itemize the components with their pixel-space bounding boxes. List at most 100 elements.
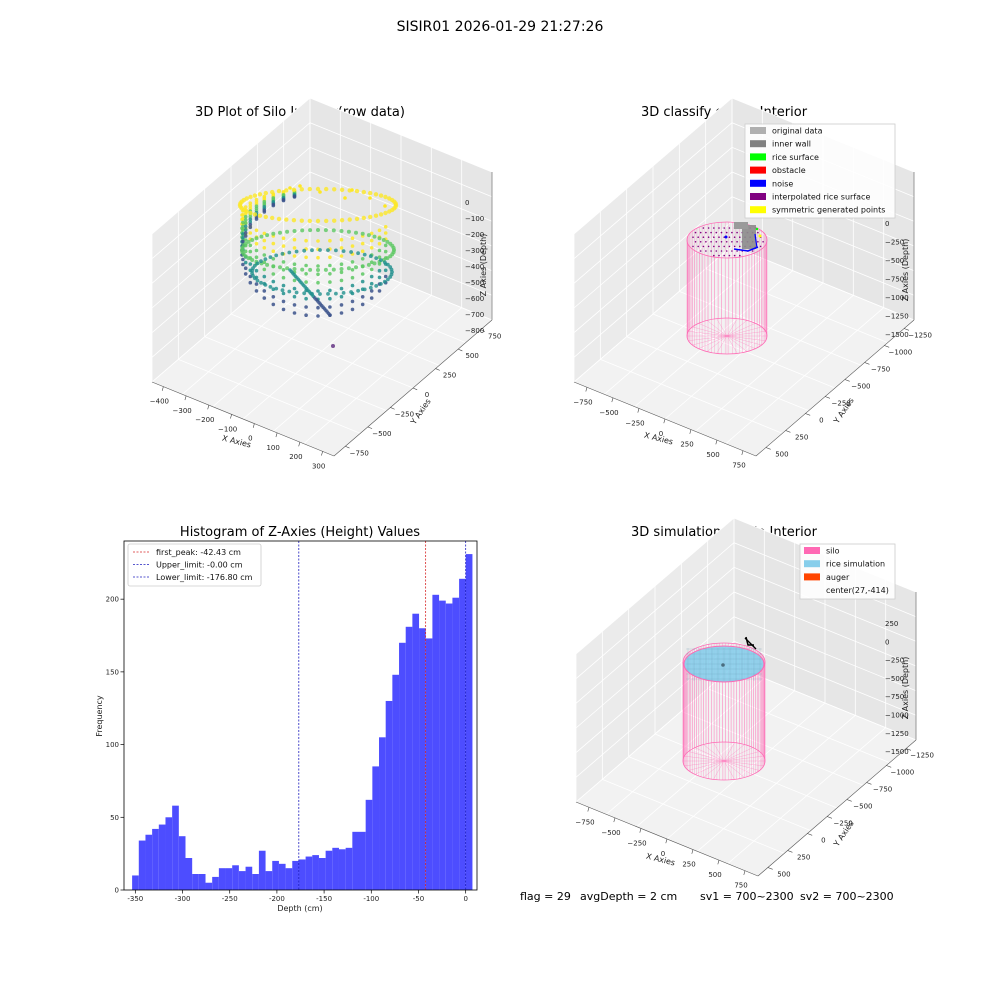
legend-label: rice simulation [826,560,885,569]
raw-point [292,195,297,199]
y-tick-label: 150 [106,668,119,676]
histogram-bar [338,849,346,890]
raw-point [339,246,344,250]
interpolated-rice-point [702,245,705,248]
x-tick-label: -150 [316,895,332,903]
raw-point [369,296,374,300]
raw-point [304,296,308,301]
simulation-y-tick-label: −1250 [910,752,934,760]
raw-z-tick-label: −500 [465,279,484,287]
interpolated-rice-point [725,241,728,243]
raw-point [248,206,253,211]
interpolated-rice-point [757,241,759,243]
raw-y-tick-label: 750 [488,333,501,341]
raw-x-tick-mark [161,386,164,391]
raw-point [379,258,383,262]
raw-point [360,264,365,269]
raw-point [292,254,297,258]
raw-point [262,267,267,272]
interpolated-rice-point [733,254,736,257]
raw-point [254,255,259,259]
center-marker [721,663,725,667]
simulation-x-tick-mark [691,849,694,854]
histogram-x-ticks: -350 -300 -250 -200 -150 -100 -50 0 [127,890,468,903]
legend-swatch [804,560,820,568]
silo-bottom-spoke [713,742,725,762]
raw-point [383,194,388,200]
raw-x-tick-mark [321,451,323,456]
raw-point [288,186,292,190]
classify-x-tick-label: 250 [680,441,693,449]
interpolated-rice-point [733,236,736,238]
figure-title: SISIR01 2026-01-29 21:27:26 [397,19,604,35]
raw-point [383,268,388,273]
silo-bottom-spoke [706,320,728,337]
silo-bottom-spoke [692,335,728,346]
raw-point [280,251,285,256]
raw-x-tick-mark [298,442,301,447]
silo-bottom-spoke [688,751,725,762]
raw-point [248,231,253,235]
simulation-rice-surface [683,645,765,683]
raw-point [377,236,382,241]
raw-point [328,263,332,268]
interpolated-rice-point [707,227,710,229]
histogram-vlines [298,541,467,890]
raw-point [350,244,355,248]
inner-wall-cluster [742,225,756,249]
simulation-x-tick-mark [587,807,590,812]
classify-z-axis-label: Z Axies (Depth) [901,239,910,302]
classify-y-tick-label: 250 [795,434,808,442]
raw-point [241,257,245,262]
simulation-x-tick-mark [665,838,668,844]
raw-point [292,229,297,233]
raw-point [241,216,245,221]
raw-point [243,266,248,271]
raw-point [285,266,290,271]
raw-point [248,194,253,200]
raw-point [281,275,286,280]
raw-point [252,263,257,268]
raw-y-tick-mark [435,368,440,371]
classify-z-tick-label: −750 [885,276,904,284]
x-tick-label: -250 [222,895,238,903]
raw-point [341,291,346,295]
raw-point [281,307,286,312]
silo-bottom-spoke [716,318,728,337]
raw-point [281,299,286,304]
interpolated-rice-point [739,254,741,257]
raw-y-tick-mark [390,407,395,410]
histogram-bar [465,554,473,890]
simulation-y-tick-mark [787,850,793,853]
interpolated-rice-point [731,231,733,234]
histogram-frame [123,540,478,891]
raw-point [360,249,365,253]
raw-point [243,221,248,225]
raw-y-tick-mark [480,329,486,332]
interpolated-rice-point [715,241,718,243]
raw-point [326,248,330,253]
raw-point [259,259,263,264]
raw-point [388,275,393,279]
legend-swatch [804,547,820,554]
raw-point [326,292,330,296]
raw-point [280,288,285,293]
raw-point [354,216,360,222]
histogram-legend: first_peak: -42.43 cm Upper_limit: -0.00 … [127,543,262,587]
silo-bottom-spoke [726,335,756,349]
interpolated-rice-point [739,236,741,238]
raw-point [339,229,344,233]
simulation-x-tick-label: 0 [661,850,665,858]
interpolated-rice-point [759,245,762,248]
interpolated-rice-point [720,241,723,243]
silo-bottom-spoke [726,323,756,337]
raw-point [276,216,282,222]
raw-point [304,255,308,260]
silo-bottom-spoke [726,318,738,337]
raw-point [377,275,382,280]
raw-point [377,241,382,246]
interpolated-rice-point [723,245,725,248]
raw-point [315,186,321,192]
histogram-bar [245,866,253,890]
raw-point [263,283,268,287]
